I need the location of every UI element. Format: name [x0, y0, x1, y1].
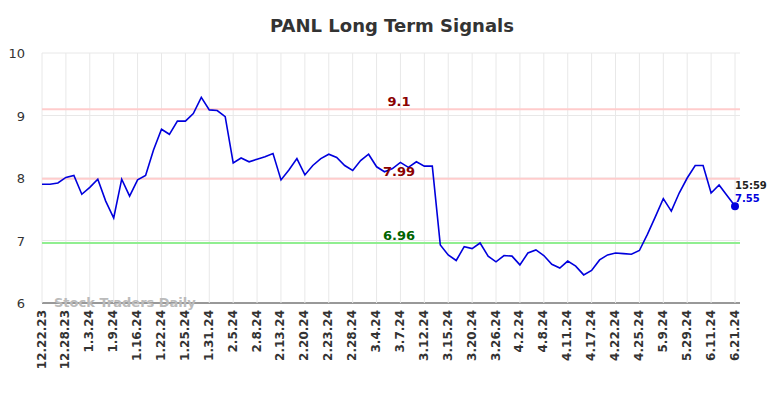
title: PANL Long Term Signals [270, 15, 514, 36]
x-tick-label: 2.5.24 [226, 310, 240, 353]
x-tick-label: 3.26.24 [489, 310, 503, 361]
y-tick-label: 9 [17, 109, 25, 124]
x-tick-label: 5.9.24 [656, 310, 670, 353]
last-time: 15:59 [735, 180, 767, 191]
x-tick-label: 3.15.24 [441, 310, 455, 361]
x-tick-label: 6.21.24 [728, 310, 742, 361]
x-tick-label: 2.13.24 [273, 310, 287, 361]
chart: PANL Long Term Signals 6 7 8 9 10 12.22.23 12.2… [0, 0, 784, 398]
y-tick-label: 8 [17, 171, 25, 186]
x-tick-label: 5.29.24 [680, 310, 694, 361]
x-tick-label: 4.8.24 [536, 310, 550, 353]
x-tick-label: 2.8.24 [250, 310, 264, 353]
x-tick-label: 4.2.24 [512, 310, 526, 353]
y-tick-label: 10 [8, 46, 25, 61]
series-line [42, 97, 735, 275]
x-tick-label: 1.9.24 [106, 310, 120, 353]
x-tick-label: 12.28.23 [58, 310, 72, 369]
x-tick-label: 1.3.24 [82, 310, 96, 353]
x-tick-label: 4.17.24 [584, 310, 598, 361]
x-tick-label: 4.25.24 [632, 310, 646, 361]
x-tick-label: 2.28.24 [345, 310, 359, 361]
grid-line [42, 53, 740, 54]
grid-line [42, 115, 740, 116]
x-tick-label: 1.16.24 [130, 310, 144, 361]
reference-label: 9.1 [387, 94, 410, 109]
reference-label: 7.99 [383, 164, 415, 179]
plot [42, 97, 739, 275]
y-tick-label: 7 [17, 234, 25, 249]
x-tick-label: 1.31.24 [202, 310, 216, 361]
x-tick-label: 4.11.24 [560, 310, 574, 361]
x-tick-label: 1.25.24 [178, 310, 192, 361]
last-value: 7.55 [735, 193, 760, 204]
x-tick-label: 3.7.24 [393, 310, 407, 353]
x-tick-label: 3.12.24 [417, 310, 431, 361]
x-tick-label: 1.22.24 [154, 310, 168, 361]
x-tick-label: 2.23.24 [321, 310, 335, 361]
y-tick-label: 6 [17, 296, 25, 311]
x-tick-label: 3.4.24 [369, 310, 383, 353]
x-tick-label: 3.20.24 [465, 310, 479, 361]
x-tick-label: 12.22.23 [35, 310, 49, 369]
x-tick-label: 2.20.24 [297, 310, 311, 361]
watermark: Stock Traders Daily [54, 295, 196, 310]
x-tick-label: 4.22.24 [608, 310, 622, 361]
reference-label: 6.96 [383, 228, 415, 243]
x-tick-label: 6.11.24 [704, 310, 718, 361]
